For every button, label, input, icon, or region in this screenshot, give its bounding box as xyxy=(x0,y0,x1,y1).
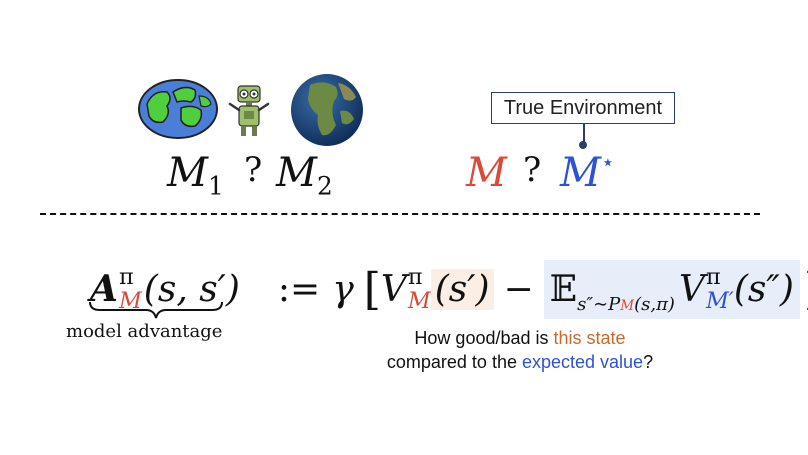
model-m2-label: M2 xyxy=(276,150,333,201)
realistic-earth-icon xyxy=(290,73,364,147)
environment-connector-line xyxy=(583,124,585,144)
value-prime-pi: π xyxy=(705,264,721,290)
right-bracket: ] xyxy=(804,264,808,315)
environment-connector-dot xyxy=(579,141,587,149)
value-symbol: V xyxy=(380,268,407,310)
expectation-highlight: 𝔼 s″∼PM(s,π) V π M′ (s″) xyxy=(543,260,800,319)
m2-subscript: 2 xyxy=(316,171,333,201)
advantage-pi: π xyxy=(118,264,134,290)
value-prime-subscript: M′ xyxy=(705,288,734,315)
expectation-subscript: s″∼PM(s,π) xyxy=(577,294,675,315)
underbrace xyxy=(88,300,224,320)
top-right-question-mark: ? xyxy=(523,150,542,190)
expectation-subscript-m: M xyxy=(620,297,635,314)
caption-line-2: compared to the expected value? xyxy=(370,350,670,374)
left-bracket: [ xyxy=(363,263,381,315)
model-advantage-formula: A π M (s, s′) := γ [ V π M (s′) − 𝔼 s″∼P… xyxy=(90,260,808,319)
top-left-question-mark: ? xyxy=(244,150,263,190)
gamma-symbol: γ xyxy=(332,268,354,310)
true-environment-label: True Environment xyxy=(503,96,663,119)
formula-caption: How good/bad is this state compared to t… xyxy=(370,326,670,374)
m1-symbol: M xyxy=(167,150,208,196)
robot-icon xyxy=(226,84,272,138)
star-superscript: ⋆ xyxy=(600,150,615,176)
model-advantage-label: model advantage xyxy=(66,321,223,342)
value-args-highlight: (s′) xyxy=(430,268,494,310)
m1-subscript: 1 xyxy=(207,171,224,201)
model-m1-label: M1 xyxy=(167,150,224,201)
expectation-subscript-suffix: (s,π) xyxy=(634,293,675,315)
value-term: V π M (s′) xyxy=(381,266,494,313)
caption-this-state: this state xyxy=(553,328,626,348)
caption-line-1-text: How good/bad is xyxy=(414,328,554,348)
m2-symbol: M xyxy=(276,150,317,196)
expectation-symbol: 𝔼 xyxy=(549,268,578,310)
value-prime-args: (s″) xyxy=(733,268,794,310)
advantage-scripts: π M xyxy=(119,266,142,313)
assign-symbol: := xyxy=(277,268,321,310)
value-prime-scripts: π M′ xyxy=(706,266,734,313)
caption-expected-value: expected value xyxy=(521,352,644,372)
cartoon-earth-icon xyxy=(137,78,219,140)
value-pi: π xyxy=(407,264,423,290)
expectation-subscript-prefix: s″∼P xyxy=(577,293,621,315)
advantage-symbol: A xyxy=(90,268,118,311)
caption-question-mark: ? xyxy=(643,352,654,372)
true-environment-box: True Environment xyxy=(491,92,675,124)
minus-symbol: − xyxy=(503,268,534,310)
value-subscript-m: M xyxy=(407,288,431,315)
advantage-term: A π M (s, s′) xyxy=(90,266,240,313)
advantage-subscript-m: M xyxy=(118,288,142,315)
caption-line-2-text: compared to the xyxy=(386,352,522,372)
value-scripts: π M xyxy=(408,266,431,313)
m-star-symbol: M xyxy=(560,150,601,196)
model-m-star-label: M⋆ xyxy=(560,150,615,196)
dashed-divider xyxy=(40,213,760,215)
value-prime-symbol: V xyxy=(678,268,705,310)
caption-line-1: How good/bad is this state xyxy=(370,326,670,350)
model-m-label: M xyxy=(466,150,507,196)
advantage-args: (s, s′) xyxy=(143,268,240,310)
